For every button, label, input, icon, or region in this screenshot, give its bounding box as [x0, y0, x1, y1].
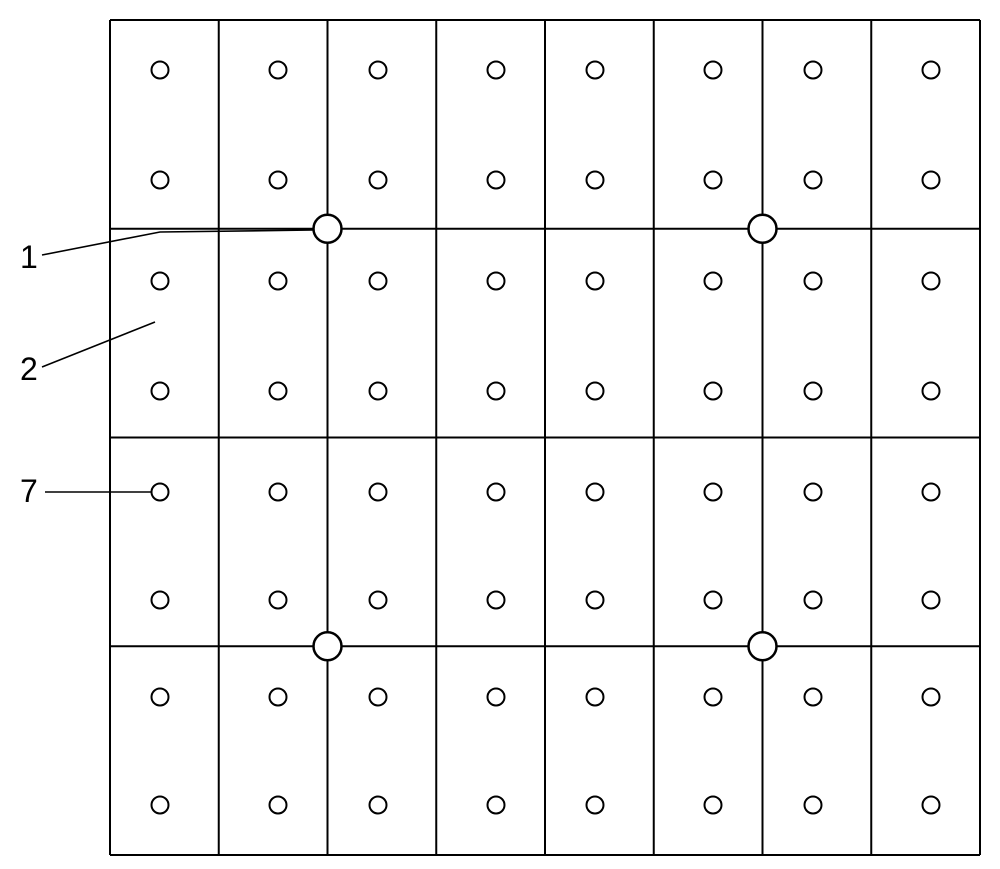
small-hole [370, 592, 387, 609]
small-hole [488, 592, 505, 609]
small-hole [805, 484, 822, 501]
small-hole [488, 689, 505, 706]
small-hole [152, 172, 169, 189]
small-hole [805, 689, 822, 706]
small-hole [705, 383, 722, 400]
large-node [314, 215, 342, 243]
small-hole [805, 172, 822, 189]
small-hole [805, 383, 822, 400]
small-hole [488, 484, 505, 501]
large-node [749, 215, 777, 243]
small-hole [152, 273, 169, 290]
small-hole [370, 273, 387, 290]
small-hole [488, 797, 505, 814]
small-hole [488, 62, 505, 79]
large-node [749, 632, 777, 660]
small-hole [270, 592, 287, 609]
small-hole [152, 383, 169, 400]
large-node [314, 632, 342, 660]
small-hole [805, 797, 822, 814]
small-hole [587, 62, 604, 79]
background [0, 0, 1000, 869]
small-hole [152, 797, 169, 814]
small-hole [705, 797, 722, 814]
small-hole [587, 172, 604, 189]
callout-label-2: 2 [20, 351, 38, 387]
small-hole [370, 484, 387, 501]
small-hole [705, 273, 722, 290]
small-hole [270, 383, 287, 400]
small-hole [370, 383, 387, 400]
small-hole [152, 689, 169, 706]
small-hole [805, 592, 822, 609]
callout-label-7: 7 [20, 473, 38, 509]
small-hole [270, 797, 287, 814]
small-hole [270, 62, 287, 79]
small-hole [370, 689, 387, 706]
small-hole [270, 273, 287, 290]
small-hole [923, 62, 940, 79]
small-hole [705, 689, 722, 706]
small-hole [587, 484, 604, 501]
small-hole [370, 62, 387, 79]
grid-diagram: 1 2 7 [0, 0, 1000, 869]
small-hole [923, 484, 940, 501]
small-hole [270, 172, 287, 189]
small-hole [923, 797, 940, 814]
small-hole [587, 689, 604, 706]
small-hole [488, 273, 505, 290]
small-hole [923, 689, 940, 706]
small-hole [587, 273, 604, 290]
small-hole [923, 273, 940, 290]
small-hole [587, 797, 604, 814]
small-hole [370, 172, 387, 189]
small-hole [270, 484, 287, 501]
small-hole [488, 172, 505, 189]
small-hole [152, 62, 169, 79]
small-hole [705, 62, 722, 79]
small-hole [370, 797, 387, 814]
small-hole [152, 484, 169, 501]
small-hole [152, 592, 169, 609]
small-hole [923, 172, 940, 189]
small-hole [488, 383, 505, 400]
small-hole [587, 592, 604, 609]
callout-label-1: 1 [20, 239, 38, 275]
small-hole [705, 172, 722, 189]
small-hole [270, 689, 287, 706]
small-hole [705, 592, 722, 609]
small-hole [805, 273, 822, 290]
small-hole [923, 383, 940, 400]
small-hole [705, 484, 722, 501]
small-hole [587, 383, 604, 400]
small-hole [805, 62, 822, 79]
small-hole [923, 592, 940, 609]
